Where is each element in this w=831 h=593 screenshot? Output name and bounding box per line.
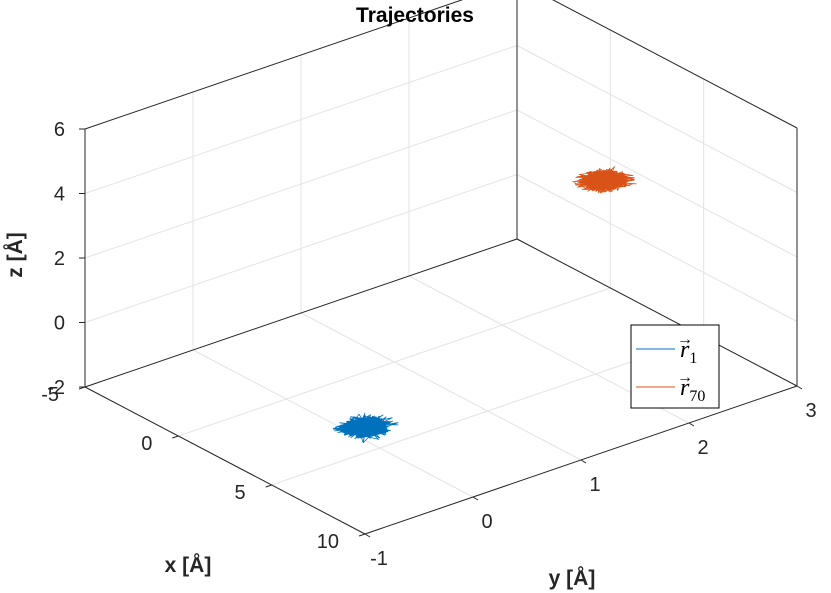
z-tick-label: 6 <box>54 119 65 141</box>
x-tick-label: 10 <box>317 531 339 553</box>
axes-edge <box>84 0 464 130</box>
x-tick-mark <box>265 484 272 488</box>
grid-line <box>84 174 518 323</box>
x-axis-label: x [Å] <box>165 553 212 577</box>
y-tick-label: -1 <box>370 548 388 570</box>
y-tick-mark <box>688 422 695 427</box>
grid-line <box>300 312 582 461</box>
tick-labels: -5 0 5 10 -1 0 1 2 3 -2 0 2 4 6 <box>41 119 816 570</box>
axes-edge <box>516 238 798 387</box>
z-tick-label: 4 <box>54 184 65 206</box>
x-tick-label: 0 <box>141 433 152 455</box>
legend: →r1 →r70 <box>630 324 720 409</box>
legend-label-r1: →r1 <box>677 331 697 367</box>
x-tick-mark <box>172 435 179 439</box>
grid-line <box>516 174 798 322</box>
z-tick-label: 2 <box>54 248 65 270</box>
axes-box <box>78 0 803 538</box>
legend-box <box>630 324 720 409</box>
grid-line <box>84 109 518 259</box>
grid-line <box>516 45 798 193</box>
trajectory-r1 <box>332 412 399 444</box>
axes-edge <box>84 238 518 388</box>
y-tick-label: 0 <box>481 511 492 533</box>
y-axis-label: y [Å] <box>549 566 596 590</box>
y-tick-mark <box>796 385 803 390</box>
legend-label-r70: →r70 <box>677 369 705 405</box>
grid-line <box>84 45 518 194</box>
y-tick-mark <box>580 459 587 464</box>
x-tick-label: 5 <box>235 482 246 504</box>
axes-edge <box>552 0 798 129</box>
x-tick-label: -5 <box>41 384 59 406</box>
trajectory-r70 <box>572 166 637 194</box>
grid-line <box>516 109 798 258</box>
y-tick-label: 2 <box>697 437 708 459</box>
y-tick-mark <box>472 496 479 501</box>
z-tick-label: 0 <box>54 313 65 335</box>
x-tick-mark <box>358 533 366 537</box>
z-axis-label: z [Å] <box>3 232 27 278</box>
y-tick-mark <box>364 533 371 538</box>
axes-edge <box>84 386 366 535</box>
grid-line <box>552 0 798 129</box>
y-tick-label: 3 <box>805 400 816 422</box>
grid-lines <box>84 0 798 535</box>
y-tick-label: 1 <box>589 474 600 496</box>
trajectory-series <box>332 166 637 444</box>
z-tick-label: -2 <box>47 377 65 399</box>
grid-line <box>192 349 474 498</box>
chart-title: Trajectories <box>356 4 474 27</box>
